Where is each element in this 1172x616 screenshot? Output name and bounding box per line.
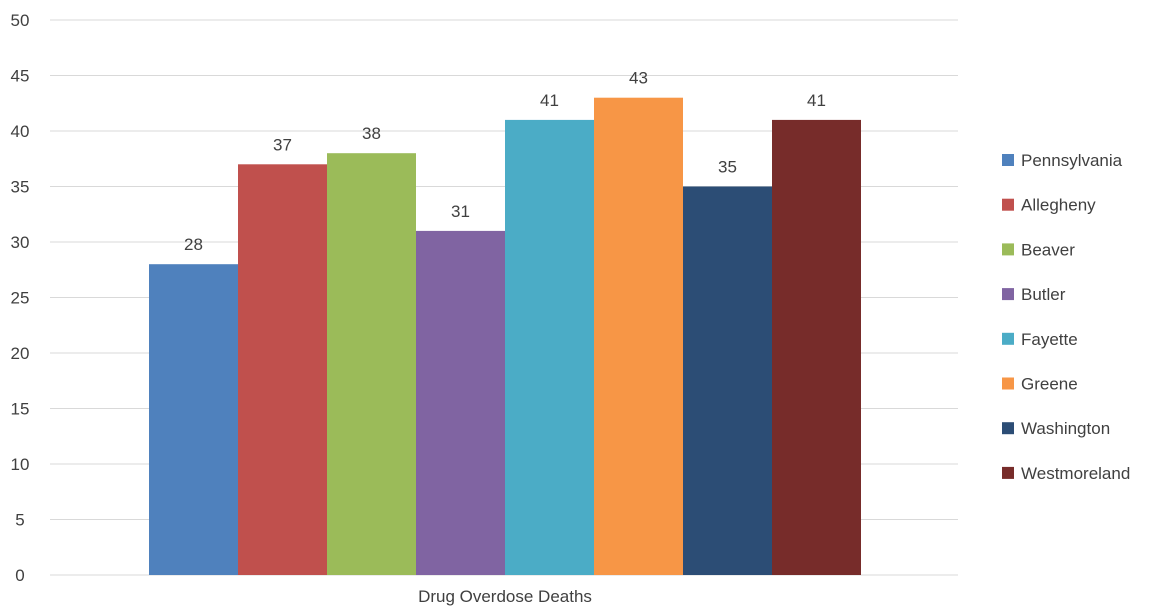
legend-label: Butler bbox=[1021, 285, 1066, 304]
bar bbox=[327, 153, 416, 575]
data-label: 43 bbox=[629, 69, 648, 88]
y-tick-label: 5 bbox=[15, 511, 24, 530]
bars bbox=[149, 97, 861, 576]
y-tick-label: 30 bbox=[11, 233, 30, 252]
legend-label: Westmoreland bbox=[1021, 464, 1130, 483]
bar bbox=[416, 230, 505, 575]
y-tick-label: 10 bbox=[11, 455, 30, 474]
legend-label: Greene bbox=[1021, 375, 1078, 394]
x-tick-label: Drug Overdose Deaths bbox=[418, 587, 592, 606]
legend: Pennsylvania Allegheny Beaver Butler Fayette… bbox=[1002, 151, 1130, 483]
legend-label: Beaver bbox=[1021, 240, 1075, 259]
legend-swatch bbox=[1002, 154, 1014, 166]
bar bbox=[683, 186, 772, 575]
bar bbox=[505, 119, 594, 576]
data-label: 38 bbox=[362, 124, 381, 143]
legend-label: Fayette bbox=[1021, 330, 1078, 349]
data-label: 35 bbox=[718, 158, 737, 177]
legend-swatch bbox=[1002, 243, 1014, 256]
y-tick-label: 15 bbox=[11, 400, 30, 419]
bar bbox=[149, 264, 238, 575]
y-tick-label: 20 bbox=[11, 344, 30, 363]
legend-swatch bbox=[1002, 377, 1014, 390]
y-tick-label: 0 bbox=[15, 566, 24, 585]
legend-swatch bbox=[1002, 422, 1014, 435]
bar bbox=[772, 119, 861, 576]
legend-label: Allegheny bbox=[1021, 196, 1096, 215]
bar bbox=[238, 164, 327, 576]
y-tick-label: 25 bbox=[11, 289, 30, 308]
data-labels: 28 37 38 31 41 43 35 41 bbox=[184, 69, 826, 255]
bar bbox=[594, 97, 683, 575]
y-tick-label: 35 bbox=[11, 178, 30, 197]
x-axis-ticks: Drug Overdose Deaths bbox=[418, 587, 592, 606]
legend-swatch bbox=[1002, 288, 1014, 301]
data-label: 41 bbox=[540, 91, 559, 110]
legend-swatch bbox=[1002, 332, 1014, 345]
legend-label: Pennsylvania bbox=[1021, 151, 1123, 170]
legend-swatch bbox=[1002, 466, 1014, 479]
data-label: 31 bbox=[451, 202, 470, 221]
y-tick-label: 45 bbox=[11, 67, 30, 86]
data-label: 28 bbox=[184, 235, 203, 254]
data-label: 41 bbox=[807, 91, 826, 110]
y-tick-label: 40 bbox=[11, 122, 30, 141]
y-axis-ticks: 0 5 10 15 20 25 30 35 40 45 50 bbox=[11, 11, 30, 585]
legend-swatch bbox=[1002, 198, 1014, 211]
y-tick-label: 50 bbox=[11, 11, 30, 30]
legend-label: Washington bbox=[1021, 419, 1110, 438]
data-label: 37 bbox=[273, 135, 292, 154]
